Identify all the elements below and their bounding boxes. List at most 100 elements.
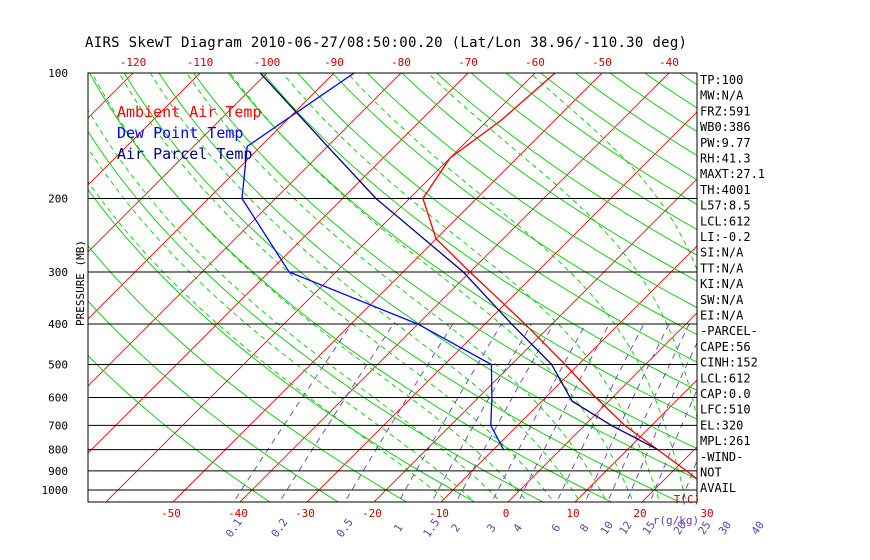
isotherm-line — [574, 379, 697, 502]
y-tick-label: 200 — [48, 193, 68, 206]
dry-adiabat — [332, 73, 697, 336]
y-tick-label: 1000 — [42, 484, 69, 497]
top-temp-tick-label: -80 — [391, 56, 411, 69]
grid-group — [0, 73, 870, 502]
dry-adiabat — [436, 73, 697, 256]
index-label: LCL:612 — [700, 371, 751, 385]
mixing-ratio-tick-label: 4 — [511, 521, 526, 534]
moist-adiabat — [149, 73, 579, 500]
dry-adiabat — [193, 73, 697, 450]
dry-adiabat — [575, 73, 697, 157]
bottom-temp-tick-label: 10 — [566, 507, 579, 520]
y-tick-label: 800 — [48, 444, 68, 457]
index-label: MW:N/A — [700, 89, 744, 103]
mixing-ratio-line — [281, 323, 394, 500]
mixing-ratio-tick-label: 0.2 — [269, 516, 291, 540]
bottom-temp-tick-label: 0 — [503, 507, 510, 520]
top-temp-tick-label: -100 — [254, 56, 281, 69]
series-point-0 — [595, 396, 597, 399]
isotherm-line — [0, 73, 66, 502]
series-line-0 — [422, 73, 697, 480]
legend-entry: Dew Point Temp — [117, 124, 243, 142]
dry-adiabat — [749, 73, 870, 502]
mixing-ratio-tick-label: 10 — [598, 519, 616, 537]
top-temp-tick-label: -120 — [120, 56, 147, 69]
dry-adiabat — [297, 73, 697, 363]
index-label: EL:320 — [700, 418, 743, 432]
series-point-0 — [624, 424, 626, 426]
moist-adiabat — [346, 73, 686, 499]
mixing-ratio-tick-label: 40 — [749, 519, 767, 537]
index-label: L57:8.5 — [700, 199, 751, 213]
isotherm-line — [507, 312, 697, 502]
dry-adiabat — [88, 354, 271, 502]
series-point-1 — [490, 363, 492, 366]
moist-adiabat — [88, 147, 472, 500]
mixing-ratio-line — [760, 324, 823, 499]
moist-adiabat — [186, 73, 606, 500]
isotherm-line — [88, 73, 134, 119]
index-label: EI:N/A — [700, 309, 744, 323]
bottom-temp-tick-label: 20 — [633, 507, 646, 520]
dry-adiabat — [784, 73, 870, 502]
dry-adiabat — [88, 300, 339, 502]
moist-adiabat — [88, 109, 499, 500]
bottom-temp-tick-label: -20 — [362, 507, 382, 520]
mixing-ratio-tick-label: 8 — [577, 522, 591, 535]
mixing-ratio-line — [557, 323, 645, 499]
bottom-temp-tick-label: -50 — [161, 507, 181, 520]
bottom-temp-tick-label: -10 — [429, 507, 449, 520]
dry-adiabat — [366, 73, 697, 309]
series-point-0 — [685, 470, 688, 472]
index-label: FRZ:591 — [700, 104, 751, 118]
y-tick-label: 500 — [48, 358, 68, 371]
isotherm-line — [843, 73, 870, 502]
chart-title: AIRS SkewT Diagram 2010-06-27/08:50:00.2… — [85, 35, 688, 51]
mixing-ratio-line — [433, 323, 532, 500]
index-label: MPL:261 — [700, 434, 751, 448]
index-label: LCL:612 — [700, 214, 751, 228]
top-temp-tick-label: -70 — [458, 56, 478, 69]
index-label: SW:N/A — [700, 293, 744, 307]
index-label: LFC:510 — [700, 403, 751, 417]
series-point-0 — [435, 238, 437, 240]
plot-frame — [87, 72, 698, 503]
mixing-ratio-line — [608, 323, 690, 499]
mixing-ratio-line — [627, 341, 697, 499]
mixing-ratio-tick-label: 12 — [617, 519, 635, 537]
isotherm-line — [440, 245, 697, 502]
data-group — [241, 73, 697, 480]
series-point-2 — [551, 363, 553, 366]
isotherm-line — [105, 73, 536, 502]
moist-adiabat — [427, 73, 697, 420]
isotherm-line — [306, 111, 697, 502]
y-tick-label: 300 — [48, 266, 68, 279]
series-line-1 — [241, 73, 505, 450]
mixing-ratio-line — [235, 323, 352, 500]
mixing-ratio-line — [346, 323, 454, 500]
series-point-2 — [375, 197, 377, 200]
y-tick-label: 700 — [48, 419, 68, 432]
index-label: CAP:0.0 — [700, 387, 751, 401]
series-point-1 — [502, 449, 505, 451]
mixing-ratio-tick-label: 25 — [696, 519, 714, 537]
series-point-2 — [511, 323, 513, 325]
series-point-1 — [288, 271, 290, 273]
series-point-2 — [657, 449, 659, 451]
series-point-1 — [417, 323, 419, 325]
bottom-temp-tick-label: -30 — [295, 507, 315, 520]
series-point-0 — [524, 323, 526, 325]
isotherm-line — [373, 178, 697, 502]
y-tick-label: 600 — [48, 391, 68, 404]
dry-adiabat — [227, 73, 697, 420]
series-point-2 — [327, 145, 329, 147]
y-tick-label: 100 — [48, 67, 68, 80]
dry-adiabat — [644, 73, 697, 109]
index-label: TT:N/A — [700, 261, 744, 275]
y-axis-label: PRESSURE (MB) — [74, 240, 87, 326]
series-point-2 — [571, 400, 573, 402]
top-temp-tick-label: -60 — [525, 56, 545, 69]
index-label: MAXT:27.1 — [700, 167, 765, 181]
dry-adiabat — [89, 73, 612, 502]
